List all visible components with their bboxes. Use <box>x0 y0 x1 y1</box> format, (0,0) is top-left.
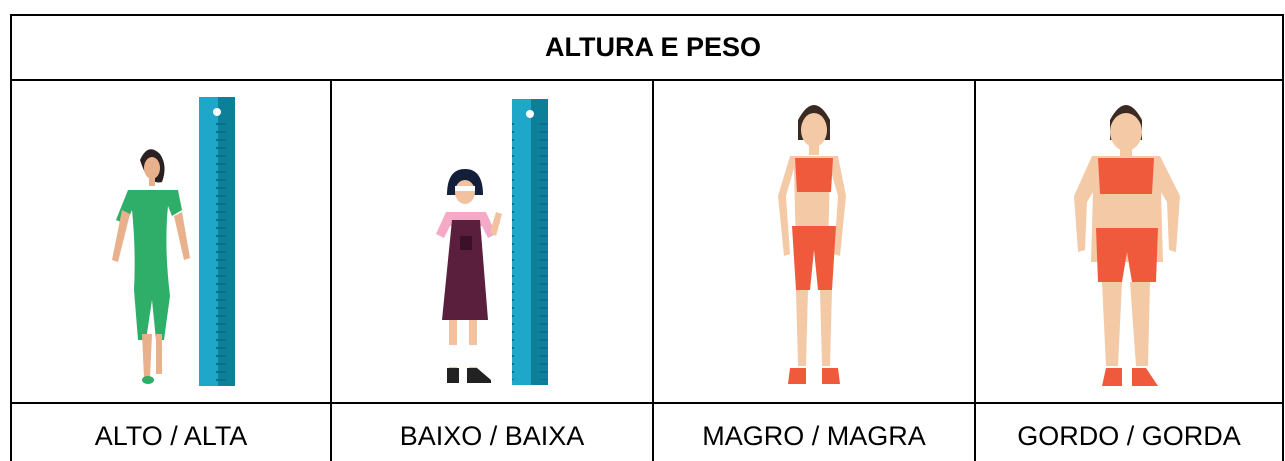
cell-label: BAIXO / BAIXA <box>400 421 585 451</box>
table-grid <box>10 14 1284 461</box>
thin-illustration <box>778 105 846 384</box>
cell-label: ALTO / ALTA <box>95 421 248 451</box>
table-title: ALTURA E PESO <box>545 32 761 62</box>
cell-label: MAGRO / MAGRA <box>702 421 926 451</box>
cell-label: GORDO / GORDA <box>1017 421 1241 451</box>
short-illustration <box>436 99 548 385</box>
fat-illustration <box>1074 105 1180 386</box>
tall-illustration <box>112 97 235 386</box>
